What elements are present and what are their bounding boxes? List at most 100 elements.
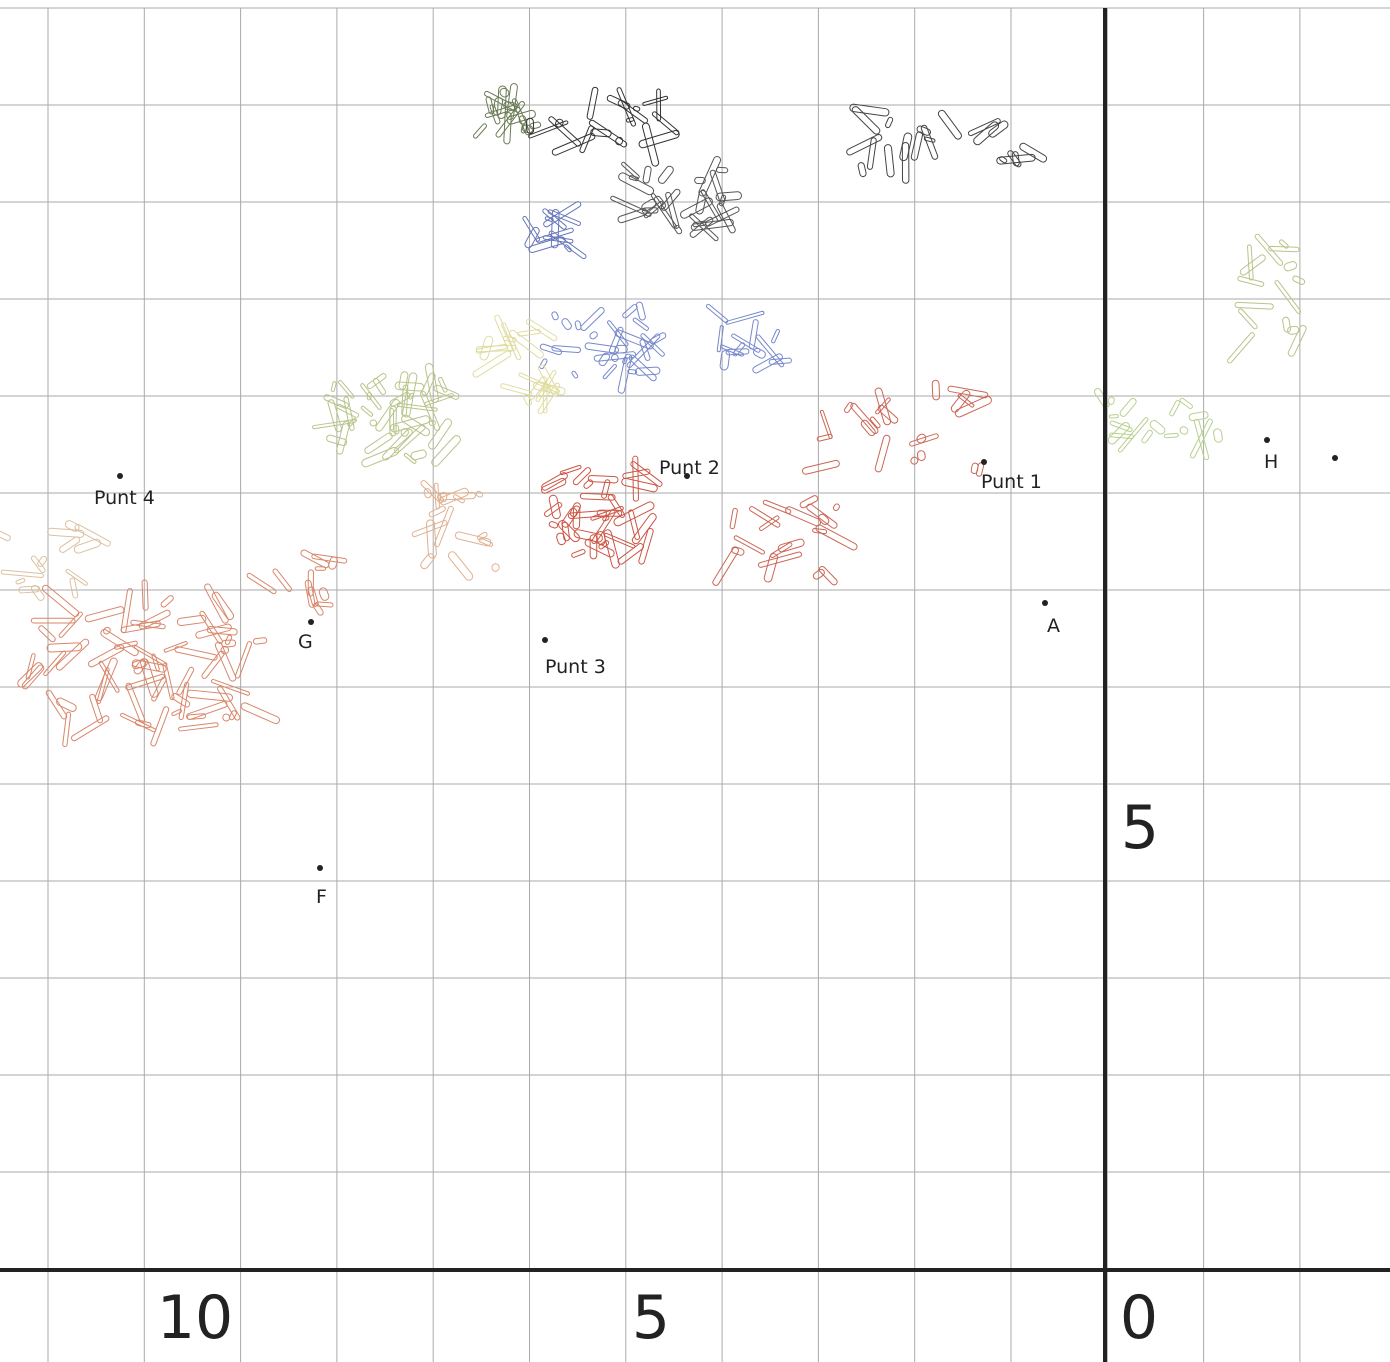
bone-outline <box>1109 415 1118 419</box>
bone-outline <box>331 381 336 391</box>
bone-outline <box>160 595 174 609</box>
bone-outline <box>598 352 611 367</box>
point-marker <box>1042 600 1048 606</box>
point-label: Punt 3 <box>545 656 606 678</box>
bone-outline <box>74 523 111 547</box>
bone-outline <box>1093 387 1110 409</box>
bone-outline <box>720 350 730 370</box>
y-axis-label: 5 <box>1121 793 1159 863</box>
bone-outline <box>1282 317 1291 333</box>
bone-outline <box>43 650 66 676</box>
bone-outline <box>427 417 453 450</box>
bone-outline <box>1269 246 1300 252</box>
bone-outline <box>874 435 890 473</box>
bone-outline <box>235 641 252 679</box>
bone-outline <box>731 546 745 556</box>
bone-outline <box>207 626 237 635</box>
bone-outline <box>769 358 792 365</box>
bone-outline <box>1018 142 1047 163</box>
bone-outline <box>611 354 619 363</box>
bone-outline <box>556 532 567 545</box>
bone-outline <box>706 304 729 324</box>
bone-outline <box>622 304 638 319</box>
bone-outline <box>19 586 40 593</box>
bone-outline <box>932 380 940 400</box>
bone-outline <box>580 306 606 331</box>
bone-outline <box>818 565 839 586</box>
bone-outline <box>318 587 330 602</box>
bone-outline <box>628 509 640 540</box>
x-axis-label: 10 <box>157 1283 233 1353</box>
bone-outline <box>1190 418 1214 458</box>
bone-outline <box>364 432 394 455</box>
bone-outline <box>588 475 618 483</box>
bone-outline <box>361 406 374 417</box>
bone-outline <box>272 568 292 592</box>
bone-outline <box>58 611 83 638</box>
bone-outline <box>1164 433 1178 438</box>
bone-outline <box>69 578 78 599</box>
bone-outline <box>603 364 618 380</box>
bone-outline <box>548 521 558 529</box>
bone-outline <box>950 389 972 414</box>
bone-outline <box>971 463 979 474</box>
bone-outline <box>187 690 233 702</box>
bone-outline <box>902 142 909 183</box>
bone-outline <box>885 117 894 129</box>
point-label: Punt 1 <box>981 471 1042 493</box>
bone-outline <box>38 625 57 643</box>
bone-outline <box>817 434 833 442</box>
point-marker <box>308 619 314 625</box>
bone-outline <box>438 377 448 393</box>
x-axis-label: 5 <box>632 1283 670 1353</box>
bone-outline <box>604 533 635 549</box>
bone-outline <box>844 402 854 414</box>
bone-outline <box>911 131 923 161</box>
bone-outline <box>99 661 120 693</box>
bone-outline <box>937 109 963 141</box>
bone-outline <box>846 133 883 156</box>
bone-outline <box>187 714 206 720</box>
bone-outline <box>749 319 759 349</box>
bone-outline <box>673 224 682 234</box>
point-marker <box>981 459 987 465</box>
bone-outline <box>1141 429 1154 444</box>
bone-outline <box>636 301 646 320</box>
bone-outline <box>70 715 109 742</box>
point-label: Punt 4 <box>94 487 155 509</box>
bone-outline <box>16 578 26 584</box>
bone-outline <box>500 383 532 396</box>
bone-outline <box>1149 419 1167 436</box>
bone-outline <box>712 546 740 586</box>
grid <box>0 8 1390 1362</box>
point-marker <box>1332 455 1338 461</box>
bone-outline <box>434 506 454 548</box>
bone-outline <box>246 572 277 594</box>
bone-outline <box>45 689 68 720</box>
x-axis-label: 0 <box>1120 1283 1158 1353</box>
point-marker <box>117 473 123 479</box>
bone-outline <box>589 331 599 341</box>
bone-outline <box>730 508 738 529</box>
bone-outline <box>1292 275 1306 285</box>
bone-outline <box>240 702 281 725</box>
point-marker <box>542 637 548 643</box>
bone-outline <box>447 550 474 582</box>
bone-outline <box>643 166 652 184</box>
bone-outline <box>439 487 470 506</box>
bone-outline <box>472 350 512 379</box>
bone-outline <box>186 701 228 721</box>
bone-outline <box>771 329 780 344</box>
bone-outline <box>857 162 866 177</box>
bone-outline <box>621 478 658 493</box>
bone-outline <box>799 495 819 509</box>
bone-outline <box>0 528 11 542</box>
bone-outline <box>315 567 326 571</box>
bone-outline <box>498 87 510 99</box>
bone-outline <box>815 524 858 551</box>
bone-outline <box>150 706 169 747</box>
bone-outline <box>709 170 725 203</box>
bone-outline <box>381 428 413 462</box>
bone-outline <box>404 453 417 464</box>
bone-outline <box>548 116 582 147</box>
